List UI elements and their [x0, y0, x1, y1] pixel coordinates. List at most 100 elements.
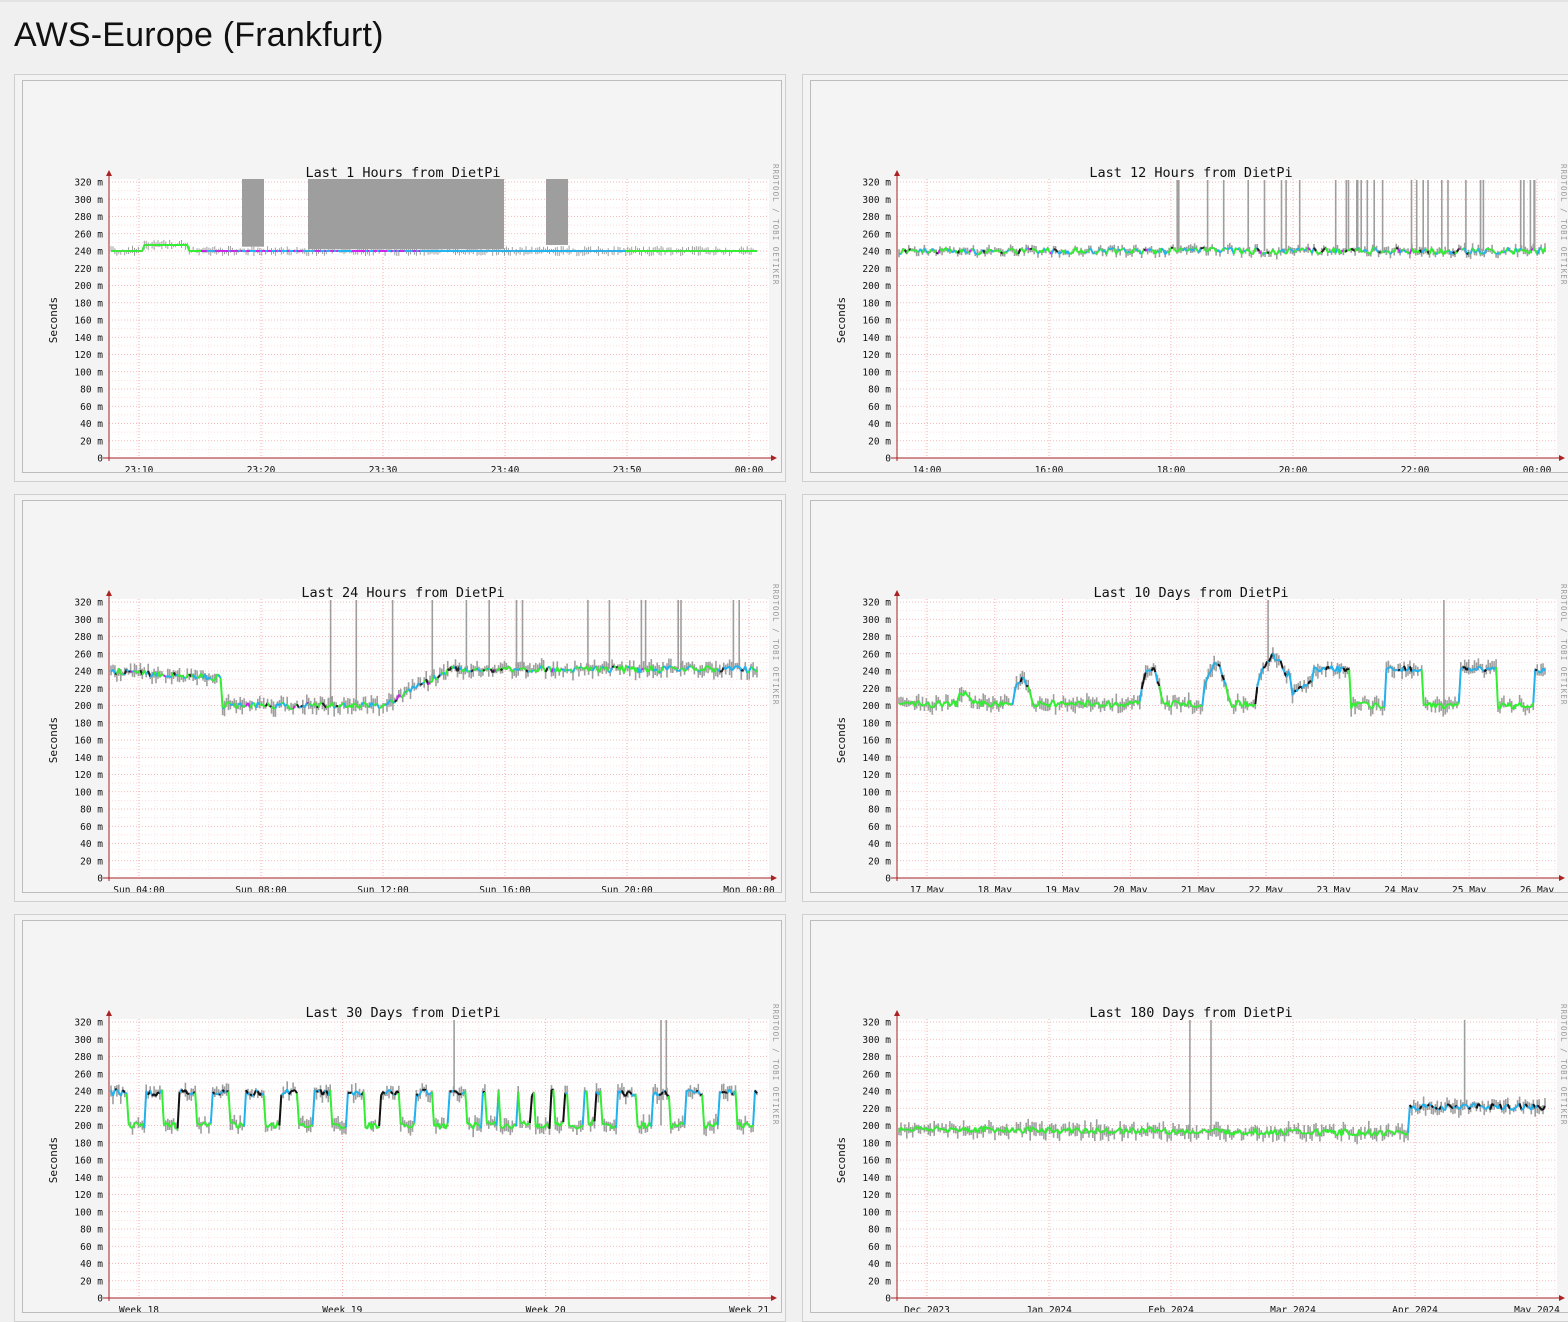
median-rtt-segment: [903, 249, 905, 250]
y-tick-label: 220 m: [862, 264, 891, 275]
x-tick-label: 23 May: [1317, 885, 1352, 893]
y-tick-label: 80 m: [80, 805, 103, 816]
median-rtt-segment: [125, 1093, 127, 1094]
median-rtt-segment: [567, 670, 569, 671]
median-rtt-segment: [1422, 251, 1424, 253]
y-axis-arrow: [894, 170, 900, 176]
median-rtt-segment: [315, 1090, 317, 1091]
median-rtt-segment: [197, 677, 199, 678]
y-tick-label: 280 m: [74, 632, 103, 643]
median-rtt-segment: [1435, 1108, 1437, 1110]
y-tick-label: 0: [885, 1294, 891, 1305]
x-tick-label: 00:00: [1523, 465, 1552, 473]
median-rtt-segment: [506, 1124, 508, 1126]
median-rtt-segment: [170, 1125, 172, 1127]
y-tick-label: 40 m: [80, 419, 103, 430]
median-rtt-segment: [1169, 1133, 1171, 1134]
plot-area: [897, 1019, 1557, 1298]
median-rtt-segment: [698, 671, 700, 672]
median-rtt-segment: [168, 676, 170, 677]
median-rtt-segment: [364, 702, 366, 703]
median-rtt-segment: [373, 704, 375, 705]
median-rtt-segment: [1482, 1106, 1484, 1108]
median-rtt-segment: [952, 252, 954, 253]
median-rtt-segment: [1267, 252, 1269, 253]
median-rtt-segment: [1522, 249, 1524, 251]
x-tick-label: 23:40: [491, 465, 520, 473]
y-tick-label: 160 m: [74, 1156, 103, 1167]
median-rtt-segment: [1195, 248, 1197, 250]
x-tick-label: 22:00: [1401, 465, 1430, 473]
x-tick-label: Sun 16:00: [479, 885, 531, 893]
y-tick-label: 80 m: [80, 1225, 103, 1236]
y-tick-label: 100 m: [74, 1207, 103, 1218]
y-tick-label: 160 m: [862, 736, 891, 747]
median-rtt-segment: [1424, 704, 1426, 705]
median-rtt-segment: [389, 1090, 391, 1092]
median-rtt-segment: [677, 1125, 679, 1127]
median-rtt-segment: [932, 1129, 934, 1131]
rrdtool-watermark: RRDTOOL / TOBI OETIKER: [1559, 1004, 1568, 1125]
median-rtt-segment: [1197, 706, 1199, 708]
y-tick-label: 220 m: [862, 1104, 891, 1115]
median-rtt-segment: [413, 686, 415, 688]
x-axis-arrow: [1559, 875, 1565, 881]
median-rtt-segment: [150, 676, 152, 677]
median-rtt-segment: [324, 706, 326, 708]
median-rtt-segment: [1120, 249, 1122, 251]
y-tick-label: 40 m: [80, 839, 103, 850]
median-rtt-segment: [450, 1091, 452, 1092]
median-rtt-segment: [642, 669, 644, 670]
median-rtt-segment: [477, 668, 479, 670]
y-tick-label: 100 m: [862, 1207, 891, 1218]
y-tick-label: 0: [97, 874, 103, 885]
y-tick-label: 180 m: [862, 718, 891, 729]
x-tick-label: 24 May: [1384, 885, 1419, 893]
plot-area: [897, 599, 1557, 878]
median-rtt-segment: [1279, 660, 1281, 661]
median-rtt-segment: [1496, 253, 1498, 254]
median-rtt-segment: [1432, 1106, 1434, 1108]
median-rtt-segment: [581, 667, 583, 668]
y-tick-label: 100 m: [862, 787, 891, 798]
y-tick-label: 120 m: [74, 350, 103, 361]
median-rtt-segment: [645, 1127, 647, 1128]
x-tick-label: Dec 2023: [904, 1305, 950, 1313]
median-rtt-segment: [1525, 706, 1527, 707]
median-rtt-segment: [1488, 249, 1490, 250]
y-tick-label: 200 m: [862, 1121, 891, 1132]
x-axis-arrow: [771, 1295, 777, 1301]
median-rtt-segment: [395, 700, 397, 702]
median-rtt-segment: [993, 251, 995, 252]
median-rtt-segment: [915, 250, 917, 251]
median-rtt-segment: [1242, 705, 1244, 706]
y-tick-label: 260 m: [862, 649, 891, 660]
y-tick-label: 300 m: [862, 195, 891, 206]
median-rtt-segment: [1406, 670, 1408, 671]
y-axis-label: Seconds: [835, 717, 848, 763]
median-rtt-segment: [456, 1091, 458, 1093]
median-rtt-segment: [272, 707, 274, 709]
y-tick-label: 60 m: [80, 822, 103, 833]
median-rtt-segment: [1054, 1131, 1056, 1133]
median-rtt-segment: [213, 1092, 215, 1094]
median-rtt-segment: [1132, 1128, 1134, 1129]
median-rtt-segment: [985, 1126, 987, 1128]
median-rtt-segment: [1537, 670, 1539, 672]
median-rtt-segment: [1201, 248, 1203, 249]
median-rtt-segment: [1510, 1109, 1512, 1110]
y-tick-label: 0: [97, 454, 103, 465]
median-rtt-segment: [1065, 704, 1067, 705]
y-tick-label: 60 m: [80, 1242, 103, 1253]
